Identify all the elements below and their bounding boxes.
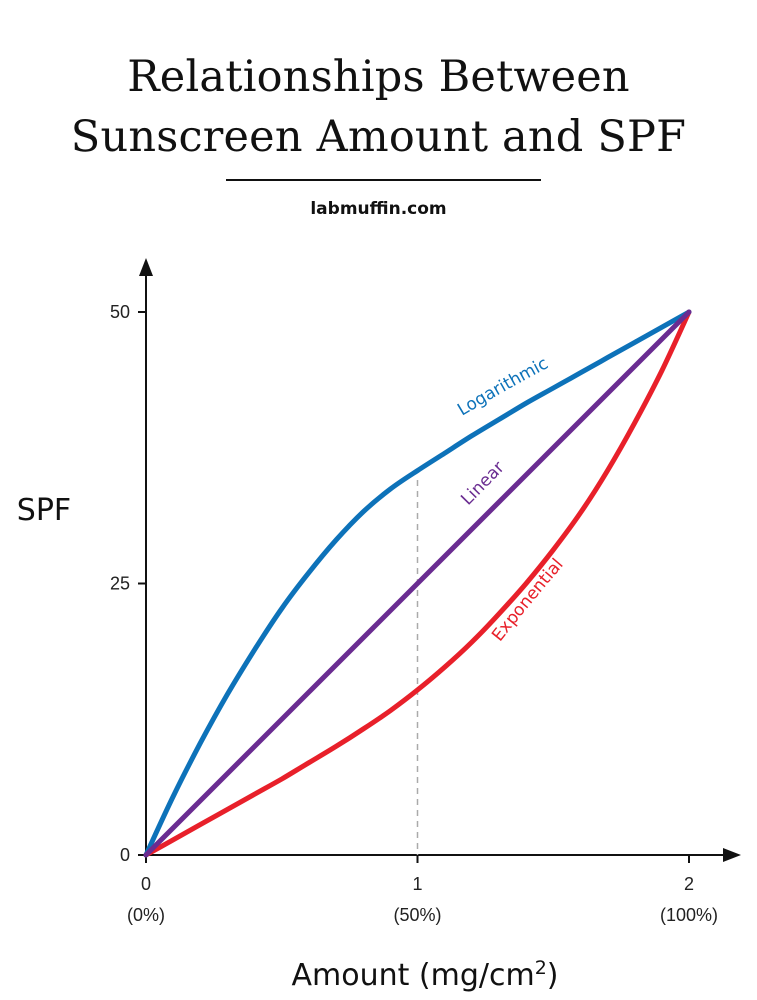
y-tick-label: 50 xyxy=(110,302,130,322)
series-line-logarithmic xyxy=(143,309,692,858)
chart-title-line-2: Sunscreen Amount and SPF xyxy=(70,112,687,162)
x-tick-label: 0 xyxy=(141,874,151,894)
series-label-exponential: Exponential xyxy=(488,555,568,645)
y-tick-label: 25 xyxy=(110,574,130,594)
y-tick-label: 0 xyxy=(120,845,130,865)
x-tick-label: 2 xyxy=(684,874,694,894)
x-tick-sublabel: (100%) xyxy=(660,905,718,925)
chart-title-line-1: Relationships Between xyxy=(127,52,630,102)
y-axis-arrow-icon xyxy=(139,258,153,276)
series-line-exponential xyxy=(143,309,692,858)
x-tick-sublabel: (0%) xyxy=(127,905,165,925)
x-axis-arrow-icon xyxy=(723,848,741,862)
x-tick-label: 1 xyxy=(412,874,422,894)
x-tick-sublabel: (50%) xyxy=(393,905,441,925)
series-label-logarithmic: Logarithmic xyxy=(454,354,551,421)
y-axis-title: SPF xyxy=(17,493,71,528)
x-axis-title: Amount (mg/cm2) xyxy=(291,957,558,993)
source-credit: labmuffin.com xyxy=(310,199,447,219)
series-line-linear xyxy=(143,309,692,858)
title-divider xyxy=(226,179,541,181)
